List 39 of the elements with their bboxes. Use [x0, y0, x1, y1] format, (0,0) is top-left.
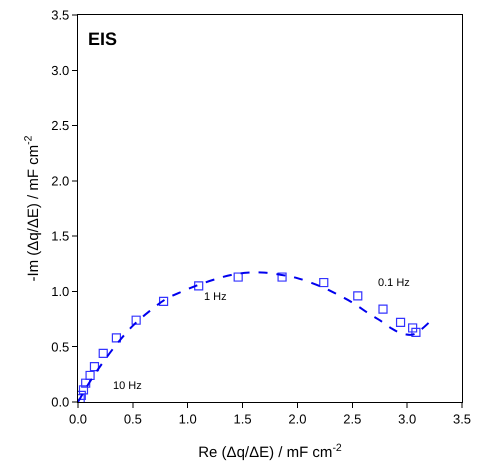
- point: [90, 362, 100, 372]
- y-tick-label: 3.0: [51, 62, 70, 78]
- point: [319, 278, 328, 288]
- y-tick-label: 0.0: [51, 394, 70, 410]
- point: [277, 272, 287, 282]
- point: [81, 378, 90, 388]
- x-tick-label: 2.0: [288, 412, 306, 427]
- y-tick-label: 3.5: [51, 8, 70, 23]
- point: [98, 348, 108, 358]
- line-series: [78, 271, 430, 402]
- x-tick-label: 1.0: [178, 412, 197, 427]
- x-tick-label: 2.5: [343, 412, 362, 427]
- x-tick-label: 3.5: [452, 412, 472, 427]
- point: [411, 328, 421, 337]
- point: [85, 370, 95, 380]
- point: [378, 304, 388, 314]
- annotation: 10 Hz: [113, 380, 142, 392]
- text: EIS: [88, 29, 118, 49]
- x-tick-label: 0.0: [68, 412, 88, 427]
- y-tick-label: 2.0: [51, 173, 70, 188]
- y-tick-label: 1.5: [51, 228, 70, 244]
- y-tick-label: 1.0: [51, 284, 70, 299]
- y-tick-label: 2.5: [51, 118, 70, 134]
- x-tick-label: 0.5: [124, 412, 142, 427]
- y-tick-label: 0.5: [51, 339, 70, 354]
- annotation: 1 Hz: [204, 291, 227, 303]
- point: [234, 272, 243, 282]
- point: [78, 385, 88, 394]
- point: [353, 291, 362, 300]
- x-axis-title: Re (Δq/ΔE) / mF cm$^{-2}$: [198, 442, 342, 462]
- x-tick-label: 1.5: [234, 412, 252, 427]
- point: [132, 316, 141, 325]
- x-tick-label: 3.0: [398, 412, 416, 427]
- point: [194, 281, 204, 290]
- point: [408, 323, 418, 333]
- point: [396, 318, 406, 327]
- point: [158, 296, 168, 306]
- point: [112, 333, 121, 342]
- annotation: 0.1 Hz: [378, 277, 410, 289]
